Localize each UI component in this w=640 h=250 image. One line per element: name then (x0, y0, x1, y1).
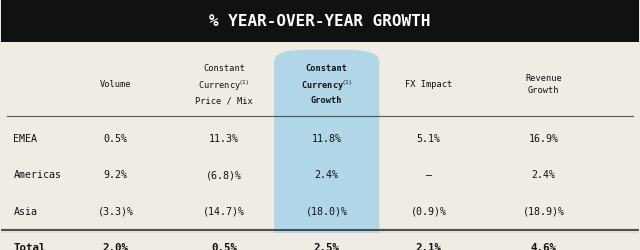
Text: 9.2%: 9.2% (104, 170, 127, 180)
Text: 0.5%: 0.5% (104, 134, 127, 144)
Text: 2.4%: 2.4% (314, 170, 339, 180)
Text: (0.9)%: (0.9)% (411, 206, 447, 216)
Text: (18.0)%: (18.0)% (305, 206, 348, 216)
Text: Asia: Asia (13, 206, 38, 216)
Text: 2.5%: 2.5% (314, 242, 339, 250)
Text: (6.8)%: (6.8)% (206, 170, 242, 180)
Text: 2.0%: 2.0% (102, 242, 129, 250)
Text: 4.6%: 4.6% (531, 242, 557, 250)
Text: 5.1%: 5.1% (417, 134, 440, 144)
FancyBboxPatch shape (274, 50, 380, 250)
Text: 11.3%: 11.3% (209, 134, 239, 144)
Text: (18.9)%: (18.9)% (522, 206, 564, 216)
FancyBboxPatch shape (1, 1, 639, 42)
Text: 2.1%: 2.1% (415, 242, 442, 250)
Text: Revenue
Growth: Revenue Growth (525, 74, 562, 95)
Text: Constant
Currency$^{(1)}$
Growth: Constant Currency$^{(1)}$ Growth (301, 64, 352, 105)
Text: Total: Total (13, 242, 46, 250)
FancyBboxPatch shape (1, 228, 639, 250)
Text: 0.5%: 0.5% (211, 242, 237, 250)
Text: 11.8%: 11.8% (312, 134, 341, 144)
Text: (3.3)%: (3.3)% (98, 206, 134, 216)
Text: % YEAR-OVER-YEAR GROWTH: % YEAR-OVER-YEAR GROWTH (209, 14, 431, 29)
Text: FX Impact: FX Impact (405, 80, 452, 89)
Text: –: – (426, 170, 431, 180)
Text: 16.9%: 16.9% (529, 134, 559, 144)
Text: 2.4%: 2.4% (531, 170, 556, 180)
Text: Americas: Americas (13, 170, 61, 180)
Text: Constant
Currency$^{(1)}$
Price / Mix: Constant Currency$^{(1)}$ Price / Mix (195, 64, 253, 105)
Text: EMEA: EMEA (13, 134, 38, 144)
Text: (14.7)%: (14.7)% (204, 206, 245, 216)
Text: Volume: Volume (100, 80, 131, 89)
